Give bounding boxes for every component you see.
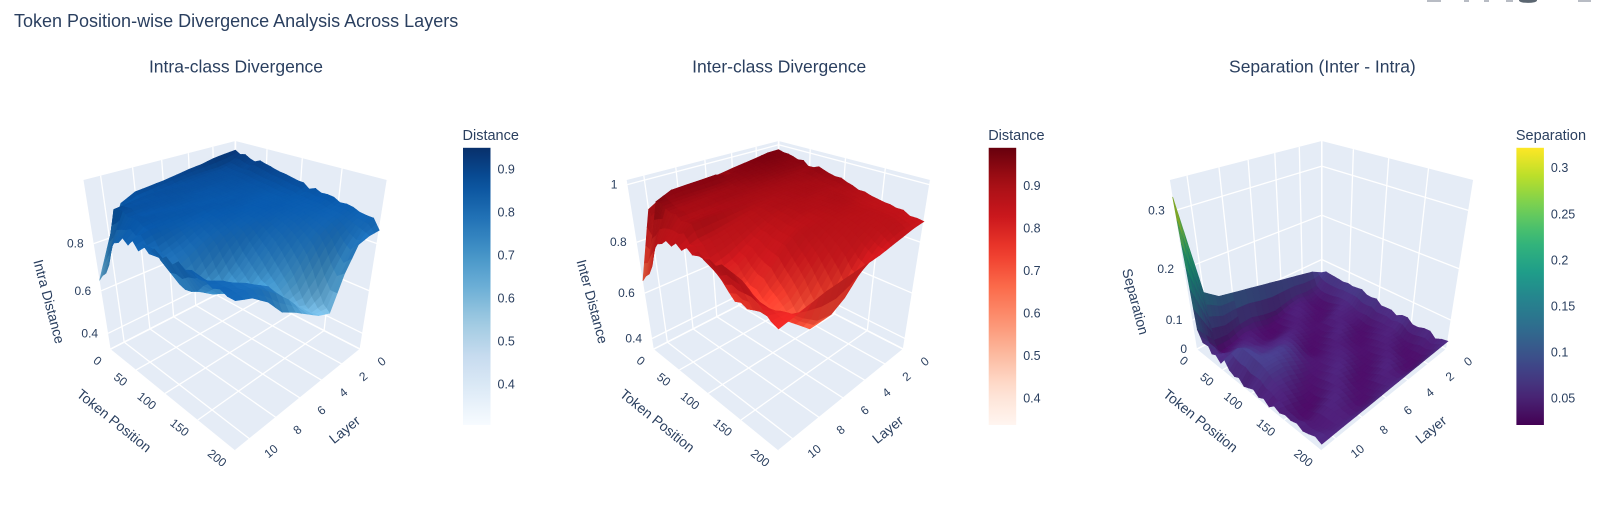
svg-text:0.6: 0.6 [1023, 306, 1040, 320]
svg-text:Distance: Distance [988, 128, 1044, 144]
svg-text:0.8: 0.8 [67, 237, 84, 251]
svg-text:Separation: Separation [1516, 128, 1586, 144]
svg-text:0.1: 0.1 [1166, 313, 1183, 327]
svg-text:0: 0 [1180, 342, 1187, 356]
svg-text:Token Position-wise Divergence: Token Position-wise Divergence Analysis … [14, 11, 458, 31]
svg-text:0.1: 0.1 [1551, 346, 1568, 360]
svg-text:Intra-class Divergence: Intra-class Divergence [149, 57, 323, 77]
svg-text:0.8: 0.8 [1023, 222, 1040, 236]
svg-text:0.7: 0.7 [1023, 264, 1040, 278]
svg-text:0.5: 0.5 [1023, 349, 1040, 363]
svg-text:0.8: 0.8 [610, 235, 627, 249]
svg-text:0.4: 0.4 [498, 378, 515, 392]
svg-text:0.2: 0.2 [1157, 262, 1174, 276]
svg-text:0.15: 0.15 [1551, 300, 1575, 314]
svg-text:0.3: 0.3 [1148, 204, 1165, 218]
svg-text:0.6: 0.6 [498, 292, 515, 306]
svg-text:0.05: 0.05 [1551, 392, 1575, 406]
svg-text:0.6: 0.6 [618, 286, 635, 300]
svg-text:0.3: 0.3 [1551, 161, 1568, 175]
svg-text:0.4: 0.4 [1023, 391, 1040, 405]
svg-text:0.8: 0.8 [498, 205, 515, 219]
svg-text:0.9: 0.9 [498, 162, 515, 176]
svg-text:Separation (Inter - Intra): Separation (Inter - Intra) [1229, 57, 1416, 77]
svg-text:0.25: 0.25 [1551, 207, 1575, 221]
svg-text:Inter-class Divergence: Inter-class Divergence [692, 57, 866, 77]
svg-text:0.7: 0.7 [498, 249, 515, 263]
svg-text:0.6: 0.6 [75, 284, 92, 298]
svg-text:0.2: 0.2 [1551, 253, 1568, 267]
svg-text:0.4: 0.4 [81, 326, 98, 340]
svg-text:0.9: 0.9 [1023, 179, 1040, 193]
svg-text:Distance: Distance [463, 128, 519, 144]
svg-text:0.4: 0.4 [625, 332, 642, 346]
svg-text:0.5: 0.5 [498, 335, 515, 349]
svg-text:1: 1 [611, 178, 618, 192]
